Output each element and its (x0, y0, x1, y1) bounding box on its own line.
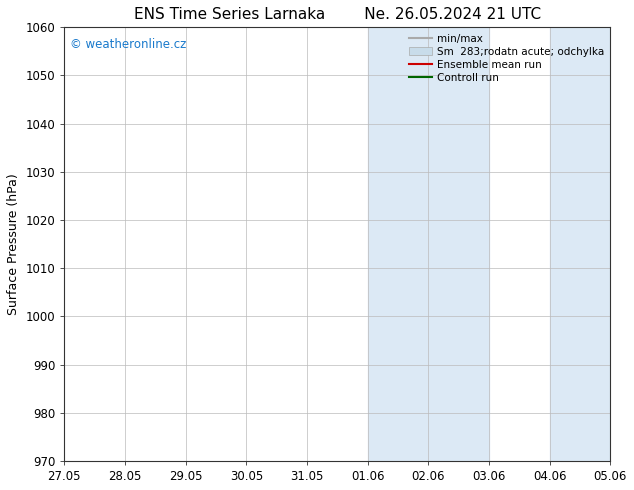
Legend: min/max, Sm  283;rodatn acute; odchylka, Ensemble mean run, Controll run: min/max, Sm 283;rodatn acute; odchylka, … (404, 29, 608, 87)
Bar (550, 27, 611, 461)
Y-axis label: Surface Pressure (hPa): Surface Pressure (hPa) (7, 173, 20, 315)
Title: ENS Time Series Larnaka        Ne. 26.05.2024 21 UTC: ENS Time Series Larnaka Ne. 26.05.2024 2… (134, 7, 541, 22)
Bar (368, 27, 489, 461)
Text: © weatheronline.cz: © weatheronline.cz (70, 38, 186, 51)
